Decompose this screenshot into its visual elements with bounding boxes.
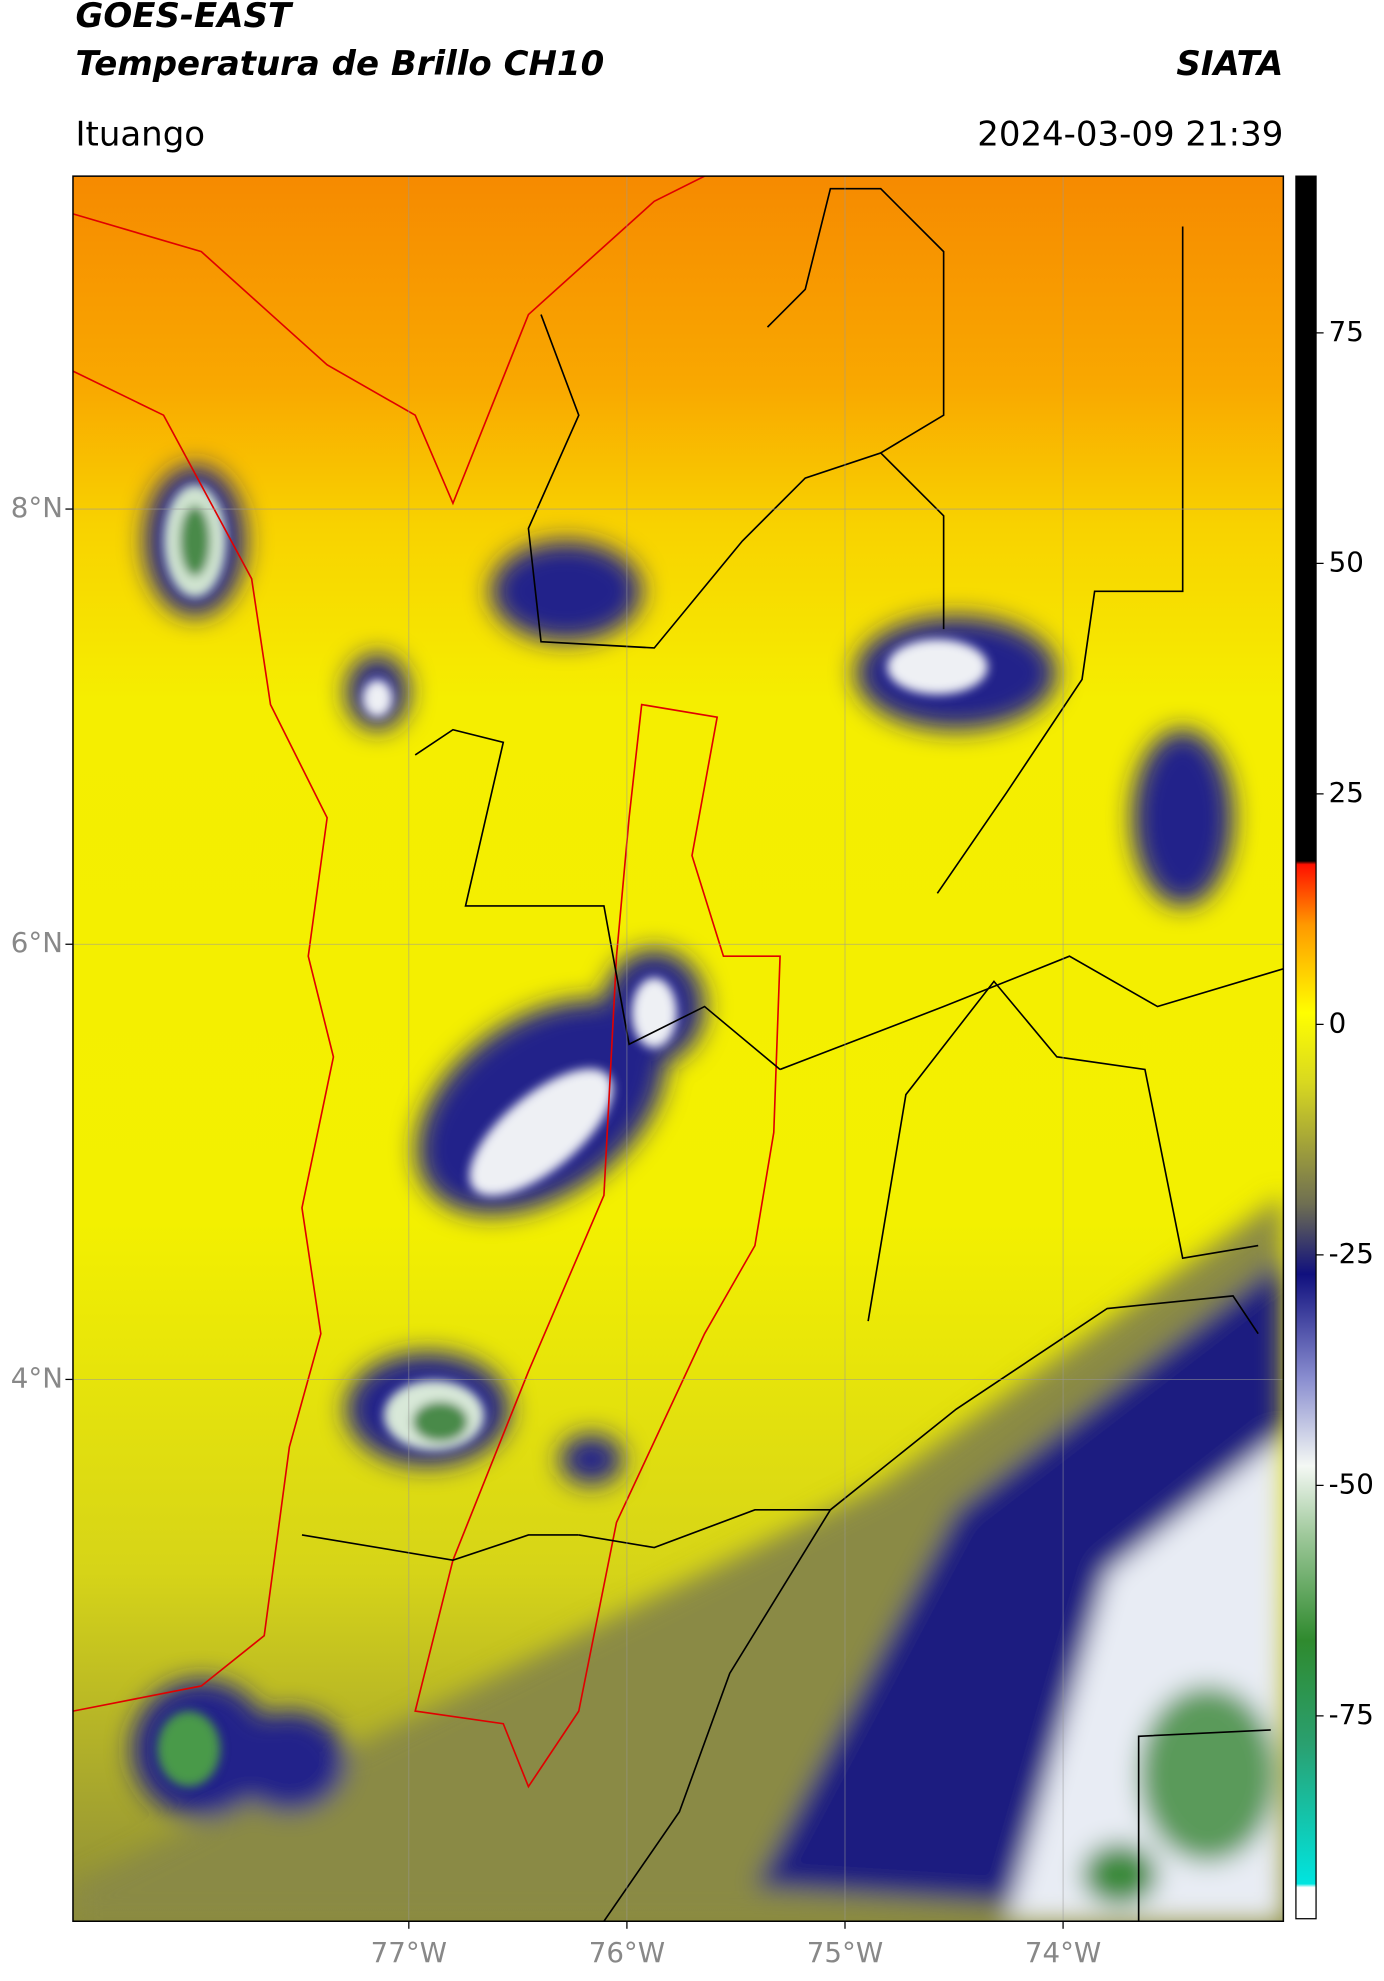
colorbar-tick-label: -75 — [1329, 1698, 1374, 1731]
brand: SIATA — [1176, 44, 1283, 84]
map-image — [72, 176, 1284, 1922]
y-tick-label: 4°N — [11, 1361, 63, 1394]
colorbar-tick-label: 75 — [1329, 315, 1364, 348]
y-tick-label: 6°N — [11, 926, 63, 959]
colorbar-tick-label: -25 — [1329, 1237, 1374, 1270]
grid — [72, 176, 1284, 1922]
location: Ituango — [75, 114, 205, 154]
y-tick-label: 8°N — [11, 491, 63, 524]
colorbar-tick-label: -50 — [1329, 1467, 1374, 1500]
x-tick-label: 76°W — [589, 1936, 665, 1969]
colorbar-tick-label: 25 — [1329, 776, 1364, 809]
x-tick-label: 74°W — [1025, 1936, 1101, 1969]
source: GOES-EAST — [75, 0, 293, 36]
x-tick-label: 75°W — [807, 1936, 883, 1969]
title: Temperatura de Brillo CH10 — [75, 44, 604, 84]
colorbar — [1295, 175, 1317, 1920]
colorbar-tick-label: 0 — [1329, 1006, 1347, 1039]
datetime: 2024-03-09 21:39 — [977, 114, 1283, 154]
map-frame — [72, 175, 1285, 1922]
x-tick-label: 77°W — [371, 1936, 447, 1969]
colorbar-tick-label: 50 — [1329, 545, 1364, 578]
